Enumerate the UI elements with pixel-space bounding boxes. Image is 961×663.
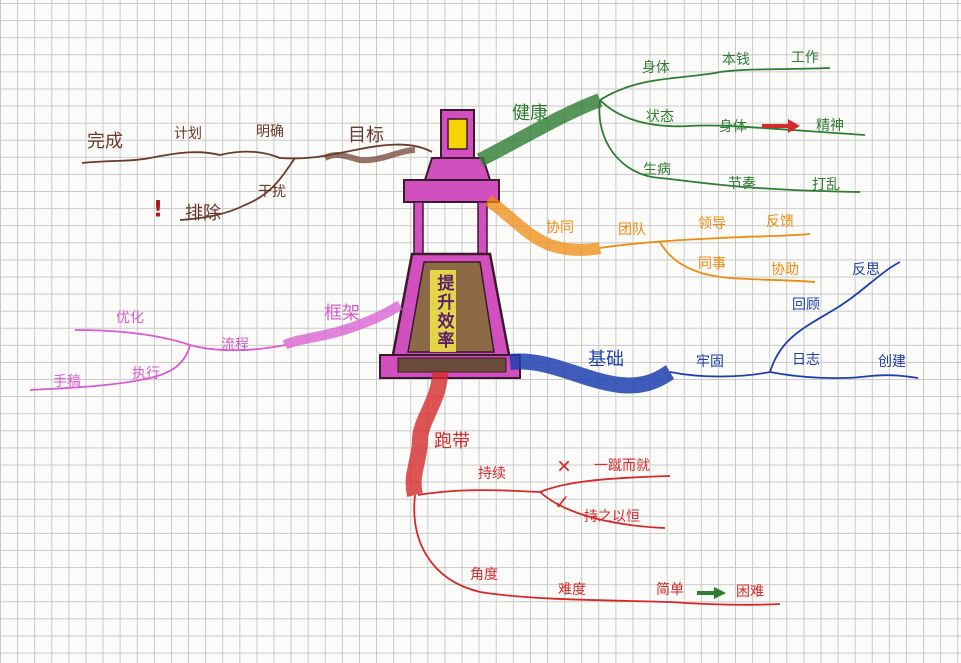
line-teamwork-thick [484, 195, 602, 256]
branch-framework-lines [29, 300, 403, 391]
goal-root-label: 目标 [348, 125, 384, 146]
line-health-low [598, 99, 861, 193]
line-basics-up [769, 261, 901, 373]
check-icon: ✓ [553, 490, 571, 514]
basics-item-label: 日志 [792, 352, 820, 368]
teamwork-item-label: 团队 [618, 222, 646, 238]
line-goal-main [81, 143, 433, 164]
tower-platform [403, 179, 500, 203]
rhythm-item-label: 难度 [558, 582, 586, 598]
line-health-top [599, 67, 831, 101]
tower-highlight [430, 270, 456, 352]
basics-item-label: 回顾 [792, 297, 820, 313]
health-item-label: 工作 [791, 50, 819, 66]
rhythm-item-label: 角度 [470, 567, 498, 583]
health-item-label: 本钱 [722, 52, 750, 68]
rhythm-item-label: 简单 [656, 582, 684, 598]
line-rhythm-low [413, 494, 781, 606]
line-framework-thick [282, 300, 403, 350]
teamwork-item-label: 协助 [771, 262, 799, 278]
teamwork-root-label: 协同 [546, 220, 574, 236]
branch-basics-lines [509, 261, 919, 394]
basics-item-label: 牢固 [696, 354, 724, 370]
goal-item-label: 完成 [87, 131, 123, 152]
teamwork-item-label: 反馈 [766, 214, 794, 230]
framework-item-label: 手稿 [53, 374, 81, 390]
tower-left-post [413, 201, 424, 255]
teamwork-item-label: 领导 [698, 216, 726, 232]
line-health-mid [599, 99, 866, 136]
rhythm-item-label: 一蹴而就 [594, 458, 650, 474]
line-basics-right [769, 371, 919, 379]
line-framework-top [74, 329, 286, 352]
basics-item-label: 反思 [852, 262, 880, 278]
health-item-label: 生病 [643, 162, 671, 178]
health-item-label: 精神 [816, 118, 844, 134]
cross-icon: ✕ [556, 456, 572, 478]
line-basics-mid [669, 371, 771, 378]
line-basics-thick [509, 353, 675, 394]
framework-item-label: 流程 [221, 337, 249, 353]
health-root-label: 健康 [512, 103, 548, 124]
goal-item-label: 干扰 [258, 184, 286, 200]
tower-neck [423, 157, 492, 181]
line-rhythm-thick [405, 371, 448, 497]
rhythm-root-label: 跑带 [434, 431, 470, 452]
line-teamwork-top [599, 233, 811, 249]
framework-item-label: 执行 [132, 366, 160, 382]
tower-base-inner [397, 357, 507, 373]
line-teamwork-low [659, 241, 816, 283]
goal-item-label: 排除 [185, 203, 221, 224]
line-goal-lower [179, 157, 296, 221]
line-rhythm-check [539, 491, 666, 529]
health-item-label: 身体 [642, 60, 670, 76]
branch-teamwork-lines [484, 195, 816, 283]
central-tower [379, 109, 521, 379]
rhythm-item-label: 困难 [736, 584, 764, 600]
basics-item-label: 创建 [878, 354, 906, 370]
health-item-label: 打乱 [812, 177, 840, 193]
framework-item-label: 优化 [116, 310, 144, 326]
branch-rhythm-lines [405, 371, 781, 606]
health-item-label: 身体 [719, 119, 747, 135]
line-framework-low [29, 344, 191, 391]
center-topic: 提升效率 [433, 274, 454, 350]
line-rhythm-top [417, 475, 671, 496]
arrow-head-health [788, 119, 800, 133]
tower-top-window [447, 118, 468, 150]
branch-health-lines [476, 67, 866, 193]
line-health-thick [476, 93, 603, 167]
tower-right-post [477, 201, 488, 255]
rhythm-item-label: 持续 [478, 466, 506, 482]
framework-root-label: 框架 [324, 303, 360, 324]
arrow-head-rhythm [714, 587, 726, 599]
health-item-label: 节奏 [728, 176, 756, 192]
branch-goal-lines [81, 143, 433, 221]
teamwork-item-label: 同事 [698, 256, 726, 272]
goal-item-label: 明确 [256, 124, 284, 140]
basics-root-label: 基础 [588, 349, 624, 370]
goal-item-label: 计划 [174, 126, 202, 142]
health-item-label: 状态 [646, 109, 674, 125]
line-goal-thick [323, 147, 416, 164]
rhythm-item-label: 持之以恒 [584, 509, 640, 525]
exclamation-icon: ! [152, 197, 164, 223]
